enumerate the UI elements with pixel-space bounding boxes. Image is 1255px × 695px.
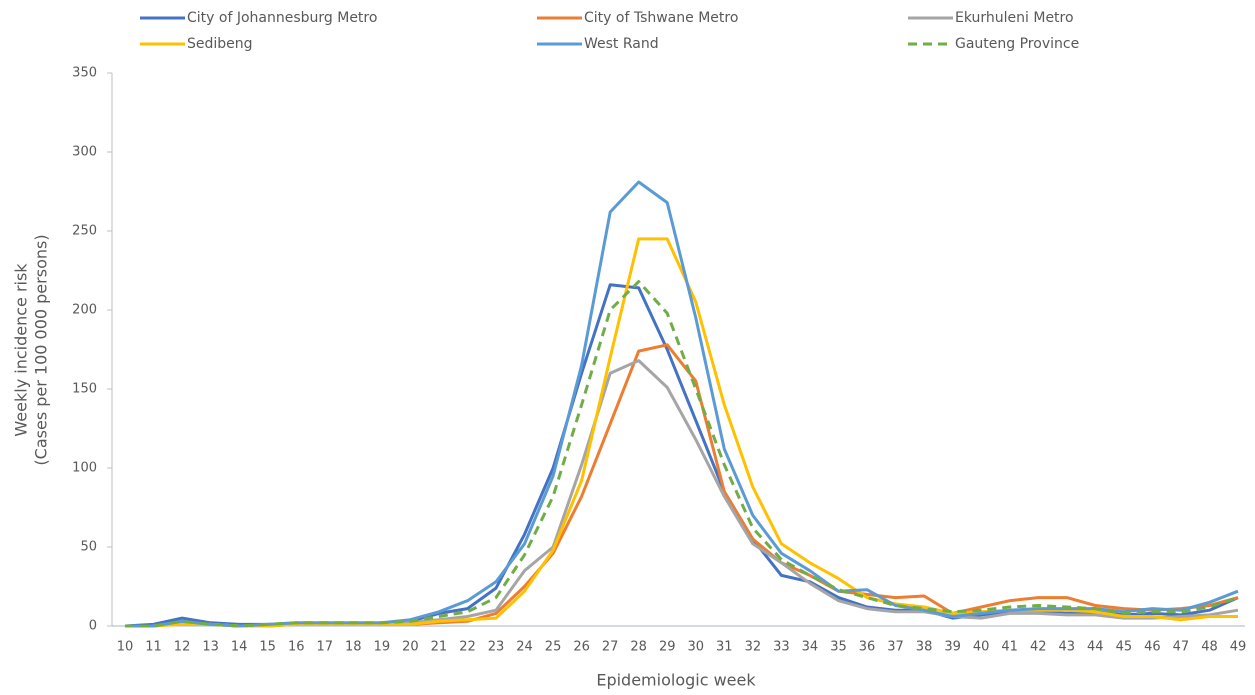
series-line	[125, 237, 1238, 628]
legend-label: Ekurhuleni Metro	[955, 10, 1074, 26]
x-tick-label: 42	[1030, 640, 1047, 655]
x-tick-label: 15	[259, 640, 276, 655]
legend-label: Gauteng Province	[955, 36, 1079, 52]
y-tick-label: 0	[89, 619, 97, 634]
y-tick-label: 50	[80, 540, 97, 555]
x-tick-label: 22	[459, 640, 476, 655]
y-tick-label: 100	[72, 461, 97, 476]
x-tick-label: 29	[659, 640, 676, 655]
x-tick-label: 30	[687, 640, 704, 655]
x-tick-label: 28	[630, 640, 647, 655]
x-tick-label: 19	[374, 640, 391, 655]
x-tick-label: 26	[573, 640, 590, 655]
series-line	[125, 180, 1239, 628]
legend-label: City of Johannesburg Metro	[187, 10, 377, 26]
x-axis-title: Epidemiologic week	[596, 671, 756, 690]
y-tick-label: 250	[72, 224, 97, 239]
x-tick-label: 44	[1087, 640, 1104, 655]
x-tick-label: 16	[288, 640, 305, 655]
x-tick-label: 49	[1230, 640, 1247, 655]
x-tick-label: 38	[916, 640, 933, 655]
series-line	[124, 283, 1239, 628]
x-tick-label: 18	[345, 640, 362, 655]
x-tick-label: 23	[488, 640, 505, 655]
x-tick-label: 32	[745, 640, 762, 655]
y-tick-label: 200	[72, 303, 97, 318]
x-tick-label: 10	[117, 640, 134, 655]
x-tick-label: 25	[545, 640, 562, 655]
x-tick-label: 14	[231, 640, 248, 655]
x-tick-label: 35	[830, 640, 847, 655]
x-tick-label: 34	[802, 640, 819, 655]
x-tick-label: 39	[944, 640, 961, 655]
x-tick-label: 47	[1173, 640, 1190, 655]
x-tick-label: 33	[773, 640, 790, 655]
x-tick-label: 20	[402, 640, 419, 655]
x-tick-label: 27	[602, 640, 619, 655]
y-tick-label: 150	[72, 382, 97, 397]
x-tick-label: 24	[516, 640, 533, 655]
y-axis-title: Weekly incidence risk	[12, 263, 31, 437]
x-tick-label: 40	[973, 640, 990, 655]
x-tick-label: 11	[145, 640, 162, 655]
y-axis-title: (Cases per 100 000 persons)	[32, 234, 51, 465]
legend-label: Sedibeng	[187, 36, 253, 52]
x-tick-label: 17	[316, 640, 333, 655]
x-tick-label: 43	[1058, 640, 1075, 655]
legend: City of Johannesburg Metro City of Tshwan…	[140, 10, 1079, 52]
y-tick-label: 350	[72, 66, 97, 81]
y-tick-label: 300	[72, 145, 97, 160]
legend-label: City of Tshwane Metro	[584, 10, 738, 26]
series-line	[125, 280, 1239, 628]
x-tick-label: 21	[431, 640, 448, 655]
x-tick-label: 37	[887, 640, 904, 655]
x-tick-label: 12	[174, 640, 191, 655]
x-tick-label: 36	[859, 640, 876, 655]
x-tick-label: 31	[716, 640, 733, 655]
x-tick-label: 13	[202, 640, 219, 655]
series-line	[125, 359, 1239, 628]
x-tick-label: 45	[1116, 640, 1133, 655]
legend-label: West Rand	[584, 36, 659, 52]
x-tick-label: 46	[1144, 640, 1161, 655]
x-tick-label: 48	[1201, 640, 1218, 655]
x-tick-label: 41	[1001, 640, 1018, 655]
